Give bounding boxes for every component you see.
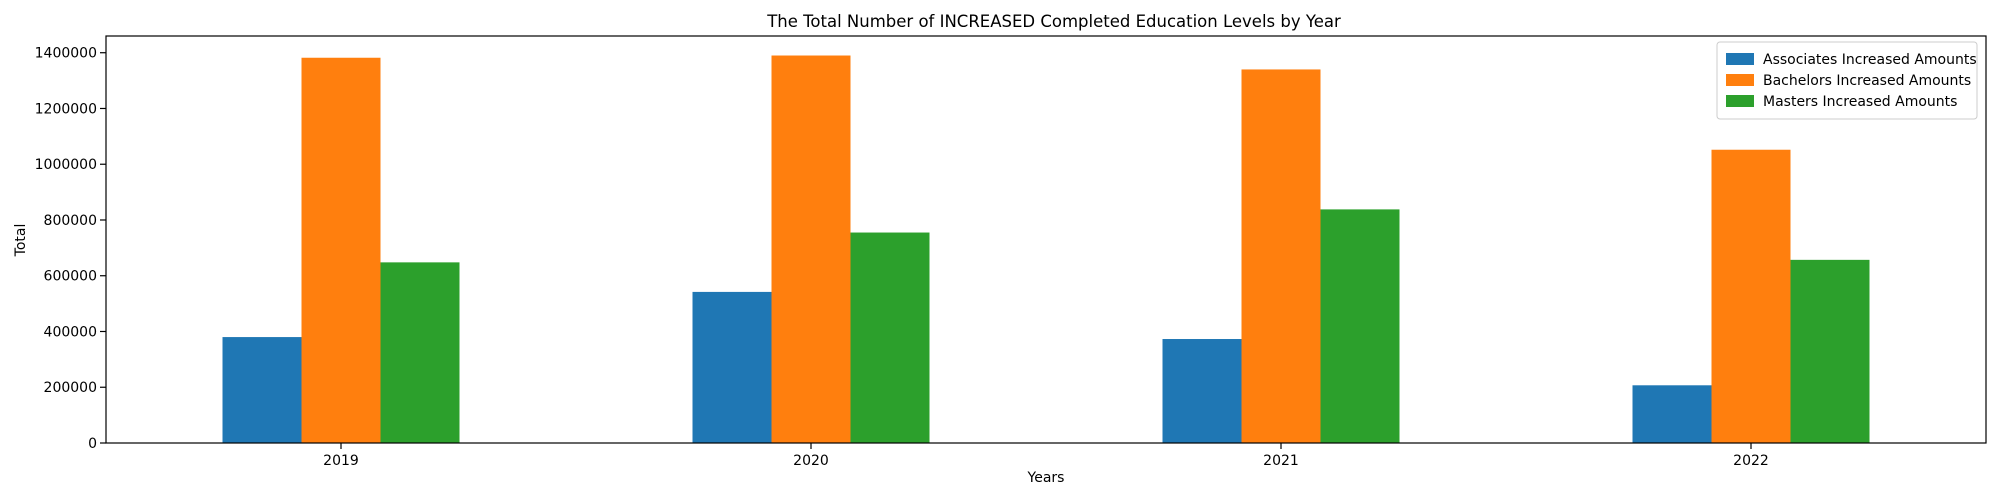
y-tick-label: 0: [88, 436, 97, 452]
y-axis-label: Total: [13, 224, 29, 258]
bar-bachelors-2021: [1241, 69, 1321, 443]
legend-label: Bachelors Increased Amounts: [1763, 73, 1971, 89]
y-tick-label: 400000: [44, 324, 97, 340]
legend-label: Associates Increased Amounts: [1763, 52, 1977, 68]
legend-frame: [1716, 41, 1978, 120]
x-tick-label: 2020: [793, 453, 829, 469]
bar-bachelors-2019: [301, 57, 381, 443]
y-tick-label: 800000: [44, 213, 97, 229]
bar-masters-2019: [380, 262, 460, 443]
x-tick-label: 2022: [1733, 453, 1769, 469]
legend-label: Masters Increased Amounts: [1763, 94, 1957, 110]
bar-associates-2019: [222, 337, 302, 443]
bar-associates-2020: [692, 291, 772, 443]
y-tick-label: 1000000: [35, 157, 97, 173]
y-tick-label: 200000: [44, 380, 97, 396]
x-axis: 2019 2020 2021 2022: [323, 443, 1769, 469]
x-axis-label: Years: [1027, 470, 1065, 486]
y-tick-label: 600000: [44, 269, 97, 285]
legend-swatch: [1726, 74, 1754, 86]
bar-bachelors-2022: [1711, 149, 1791, 443]
y-tick-label: 1200000: [35, 101, 97, 117]
bar-bachelors-2020: [771, 55, 851, 443]
chart-title: The Total Number of INCREASED Completed …: [766, 12, 1341, 31]
y-tick-label: 1400000: [35, 46, 97, 62]
bar-associates-2021: [1162, 339, 1242, 443]
legend-swatch: [1726, 53, 1754, 65]
plot-frame: [105, 35, 1987, 444]
y-axis: 0 200000 400000 600000 800000 1000000 1200000 1…: [35, 46, 106, 452]
x-tick-label: 2021: [1263, 453, 1299, 469]
x-tick-label: 2019: [323, 453, 359, 469]
legend-swatch: [1726, 95, 1754, 107]
legend: Associates Increased Amounts Bachelors In…: [1716, 41, 1978, 120]
bar-associates-2022: [1632, 385, 1712, 443]
bar-masters-2022: [1790, 259, 1870, 443]
bar-masters-2021: [1320, 209, 1400, 443]
bar-masters-2020: [850, 232, 930, 443]
bars-layer: [222, 55, 1870, 443]
